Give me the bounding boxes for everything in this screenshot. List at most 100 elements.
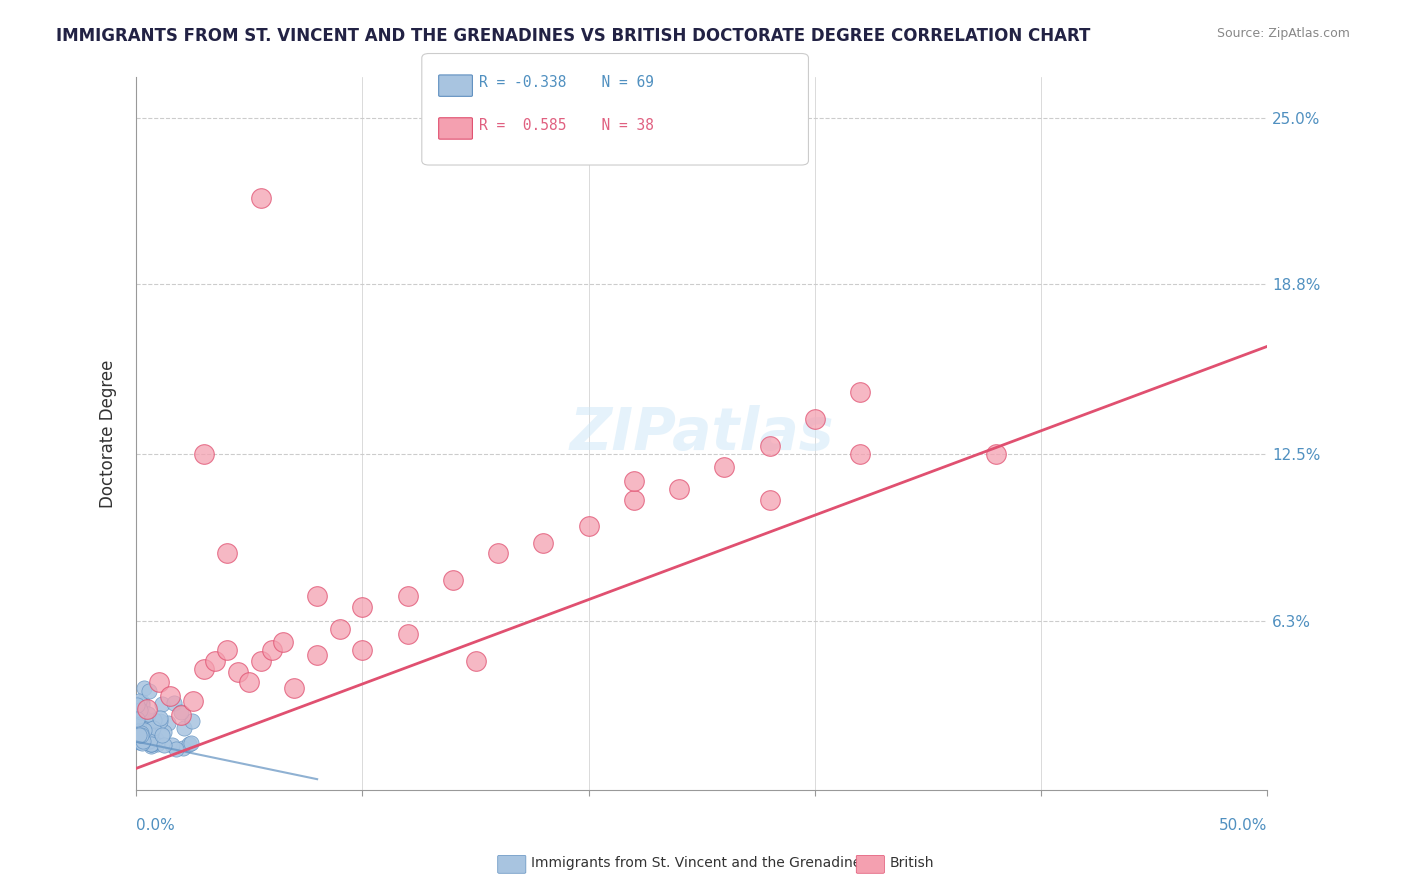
Point (271, 635, 294, 649)
Point (226, 665, 249, 679)
Text: Immigrants from St. Vincent and the Grenadines: Immigrants from St. Vincent and the Gren… (531, 856, 869, 871)
Point (127, 733, 149, 747)
Point (131, 698, 153, 712)
Point (329, 622, 352, 636)
Point (128, 693, 150, 707)
Text: Source: ZipAtlas.com: Source: ZipAtlas.com (1216, 27, 1350, 40)
Point (131, 728, 153, 742)
Point (441, 573, 464, 587)
Point (129, 705, 152, 719)
Point (623, 492, 645, 507)
Point (142, 721, 165, 735)
Point (139, 728, 162, 742)
Point (181, 694, 204, 708)
Point (139, 739, 162, 753)
Point (156, 716, 179, 731)
Point (531, 535, 554, 549)
Text: R = -0.338    N = 69: R = -0.338 N = 69 (479, 76, 654, 90)
Point (135, 722, 157, 736)
Point (128, 728, 150, 742)
Point (139, 727, 162, 741)
Point (149, 710, 172, 724)
Point (138, 684, 160, 698)
Point (713, 460, 735, 475)
Point (128, 723, 150, 737)
Point (193, 662, 215, 676)
Point (150, 698, 173, 712)
Point (136, 702, 159, 716)
Point (486, 546, 509, 560)
Point (127, 724, 149, 739)
Point (984, 447, 1007, 461)
Point (132, 681, 155, 695)
Point (136, 724, 159, 739)
Point (163, 696, 186, 710)
Point (758, 492, 780, 507)
Text: IMMIGRANTS FROM ST. VINCENT AND THE GRENADINES VS BRITISH DOCTORATE DEGREE CORRE: IMMIGRANTS FROM ST. VINCENT AND THE GREN… (56, 27, 1091, 45)
Point (132, 734, 155, 748)
Point (169, 705, 191, 719)
Point (180, 736, 202, 750)
Point (128, 704, 150, 718)
Text: ZIPatlas: ZIPatlas (569, 405, 834, 462)
Point (143, 714, 166, 728)
Point (131, 695, 153, 709)
Point (132, 710, 155, 724)
Point (396, 590, 419, 604)
Point (172, 741, 194, 756)
Point (668, 482, 690, 496)
Point (578, 519, 600, 533)
Point (180, 714, 202, 728)
Point (149, 714, 172, 728)
Y-axis label: Doctorate Degree: Doctorate Degree (100, 359, 117, 508)
Point (215, 546, 238, 560)
Point (170, 707, 193, 722)
Point (129, 726, 152, 740)
Point (145, 731, 167, 746)
Point (153, 738, 176, 752)
Point (352, 600, 374, 615)
Point (131, 713, 153, 727)
Point (249, 191, 271, 205)
Point (464, 654, 486, 668)
Point (166, 741, 188, 756)
Point (173, 721, 195, 735)
Point (352, 643, 374, 657)
Point (139, 738, 162, 752)
Point (128, 712, 150, 726)
Point (148, 675, 170, 690)
Point (131, 736, 153, 750)
Point (249, 654, 271, 668)
Point (131, 731, 153, 745)
Text: 50.0%: 50.0% (1219, 819, 1267, 833)
Point (150, 728, 173, 742)
Point (623, 474, 645, 488)
Point (160, 738, 183, 752)
Point (128, 704, 150, 718)
Point (136, 714, 159, 728)
Point (136, 731, 159, 746)
Point (307, 590, 329, 604)
Point (132, 723, 155, 738)
Point (146, 737, 169, 751)
Point (193, 447, 215, 461)
Point (128, 728, 150, 742)
Point (127, 715, 149, 730)
Point (136, 707, 159, 722)
Point (134, 718, 156, 732)
Point (125, 710, 148, 724)
Point (179, 737, 201, 751)
Point (128, 729, 150, 743)
Text: British: British (890, 856, 935, 871)
Point (159, 689, 181, 703)
Point (215, 643, 238, 657)
Point (125, 734, 148, 748)
Point (125, 698, 148, 712)
Point (134, 732, 156, 747)
Point (153, 724, 176, 739)
Point (138, 734, 160, 748)
Point (204, 654, 226, 668)
Point (127, 712, 149, 726)
Point (396, 627, 419, 641)
Point (307, 648, 329, 663)
